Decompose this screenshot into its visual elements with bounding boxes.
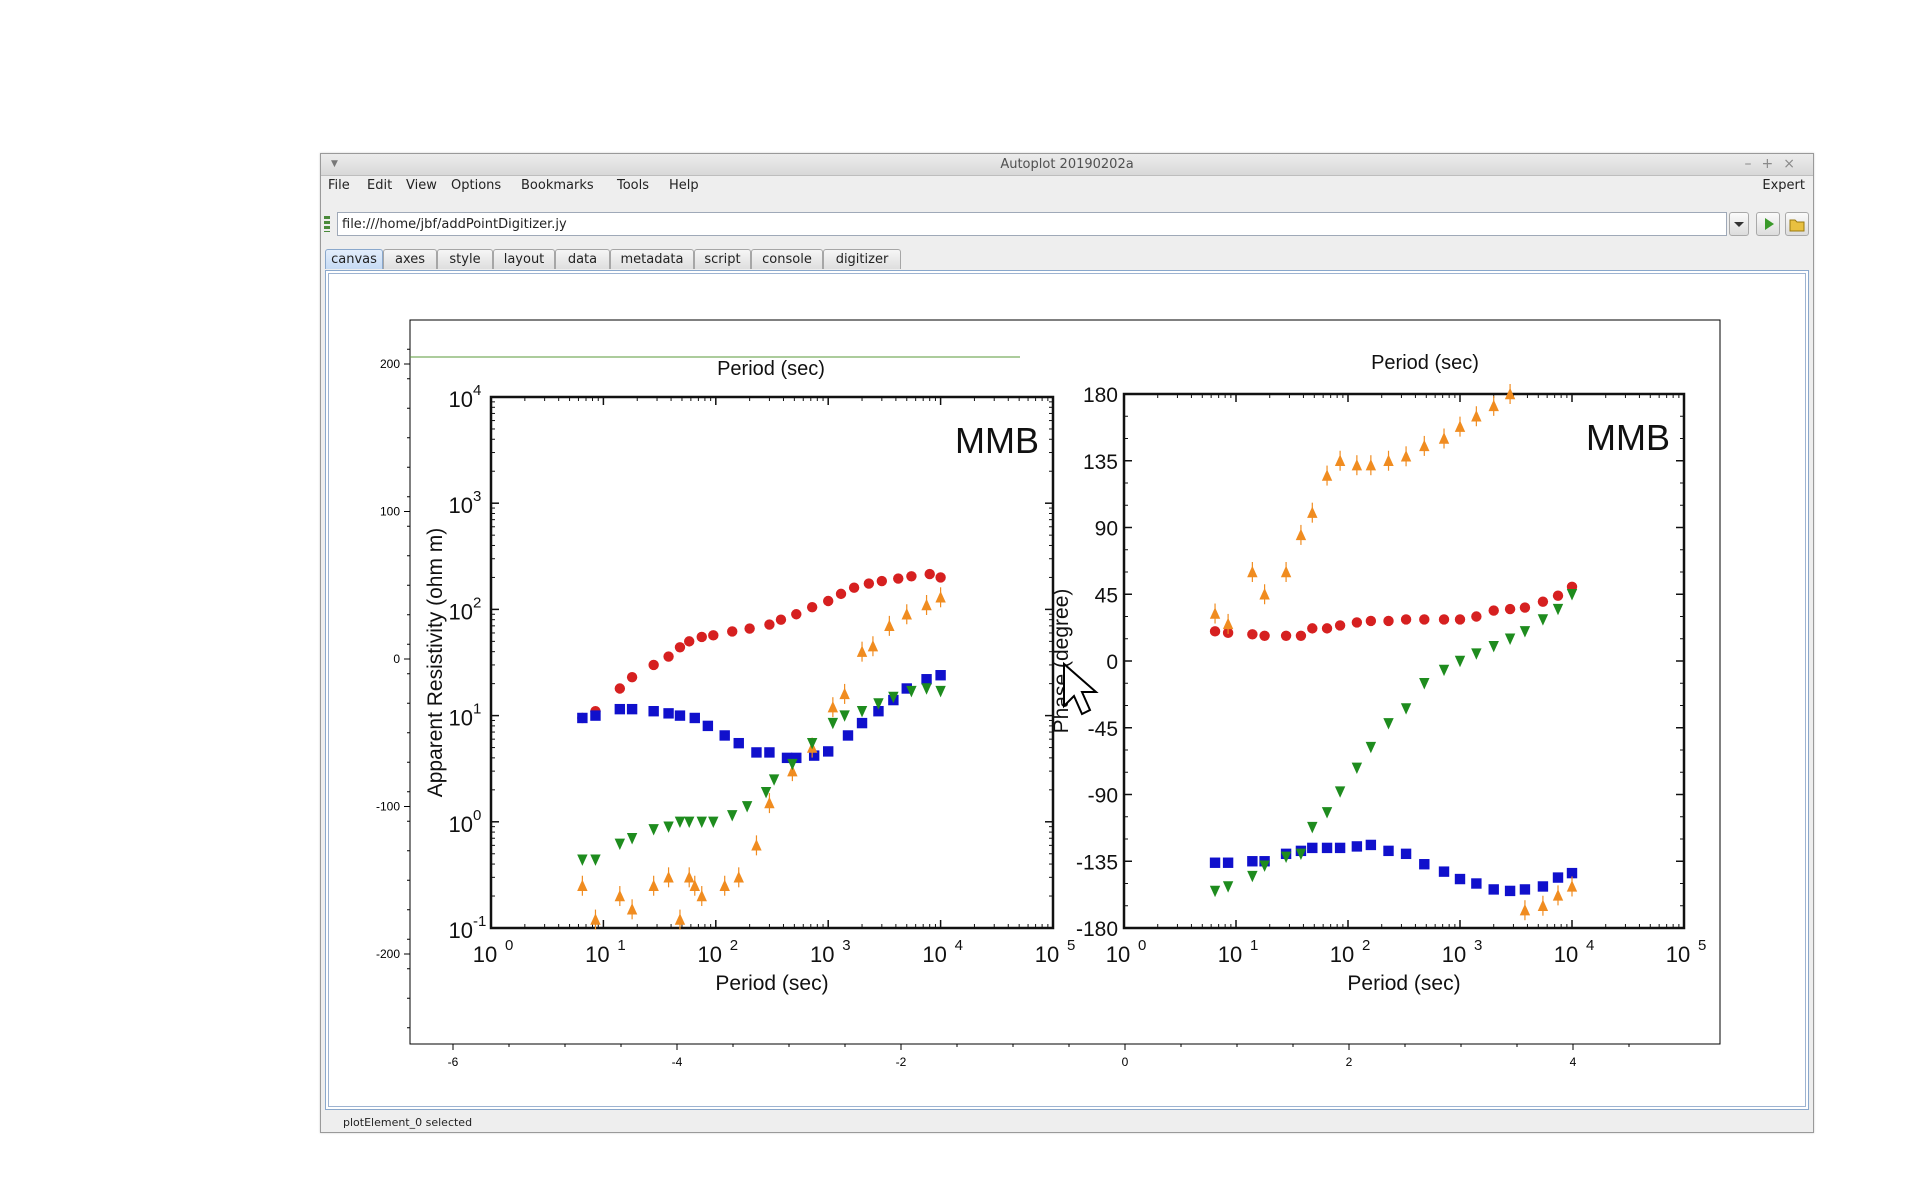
drag-handle-icon[interactable]	[324, 216, 330, 232]
menu-expert[interactable]: Expert	[1762, 178, 1805, 193]
menu-tools[interactable]: Tools	[617, 178, 650, 193]
menu-help[interactable]: Help	[669, 178, 699, 193]
menu-bookmarks[interactable]: Bookmarks	[521, 178, 594, 193]
tab-style[interactable]: style	[437, 249, 493, 269]
canvas-panel[interactable]	[325, 270, 1809, 1110]
minimize-icon[interactable]: –	[1744, 156, 1762, 172]
menu-view[interactable]: View	[406, 178, 437, 193]
menu-options[interactable]: Options	[451, 178, 502, 193]
menu-file[interactable]: File	[328, 178, 350, 193]
open-file-button[interactable]	[1785, 212, 1809, 236]
go-button[interactable]	[1756, 212, 1780, 236]
chevron-down-icon	[1734, 222, 1744, 227]
tab-layout[interactable]: layout	[493, 249, 555, 269]
app-window: ▼ Autoplot 20190202a –+× File Edit View …	[320, 153, 1814, 1133]
tab-axes[interactable]: axes	[383, 249, 437, 269]
title-bar[interactable]: ▼ Autoplot 20190202a –+×	[321, 154, 1813, 176]
play-icon	[1765, 218, 1774, 230]
tab-script[interactable]: script	[694, 249, 751, 269]
tab-metadata[interactable]: metadata	[610, 249, 694, 269]
history-dropdown-button[interactable]	[1729, 212, 1749, 236]
window-title: Autoplot 20190202a	[1000, 157, 1134, 172]
tab-data[interactable]: data	[555, 249, 610, 269]
tab-strip: canvas axes style layout data metadata s…	[325, 249, 1813, 270]
url-row	[321, 212, 1813, 240]
canvas-border	[328, 273, 1806, 1107]
maximize-icon[interactable]: +	[1761, 156, 1784, 172]
status-text: plotElement_0 selected	[343, 1116, 473, 1129]
close-icon[interactable]: ×	[1783, 156, 1805, 172]
tab-console[interactable]: console	[751, 249, 823, 269]
url-input[interactable]	[337, 212, 1727, 236]
menu-bar: File Edit View Options Bookmarks Tools H…	[321, 176, 1813, 196]
tab-canvas[interactable]: canvas	[325, 249, 383, 269]
folder-icon	[1789, 219, 1805, 232]
menu-edit[interactable]: Edit	[367, 178, 393, 193]
window-menu-icon[interactable]: ▼	[331, 159, 338, 169]
tab-digitizer[interactable]: digitizer	[823, 249, 901, 269]
